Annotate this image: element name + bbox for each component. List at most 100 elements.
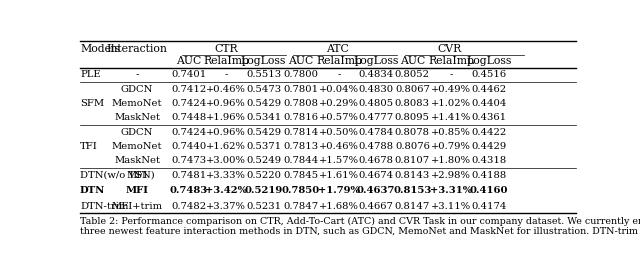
Text: AUC: AUC <box>177 56 202 66</box>
Text: 0.4777: 0.4777 <box>358 113 394 122</box>
Text: MaskNet: MaskNet <box>114 156 160 165</box>
Text: 0.4361: 0.4361 <box>472 113 507 122</box>
Text: +0.57%: +0.57% <box>319 113 359 122</box>
Text: DTN(w/o TSN): DTN(w/o TSN) <box>80 171 155 180</box>
Text: +1.96%: +1.96% <box>206 113 246 122</box>
Text: 0.7816: 0.7816 <box>284 113 318 122</box>
Text: 0.7481: 0.7481 <box>172 171 207 180</box>
Text: 0.7412: 0.7412 <box>172 85 207 94</box>
Text: -: - <box>225 70 228 79</box>
Text: +0.49%: +0.49% <box>431 85 471 94</box>
Text: -: - <box>337 70 340 79</box>
Text: Interaction: Interaction <box>107 43 168 54</box>
Text: 0.4784: 0.4784 <box>358 128 394 137</box>
Text: 0.4667: 0.4667 <box>358 202 394 211</box>
Text: RelaImp: RelaImp <box>204 56 250 66</box>
Text: 0.7401: 0.7401 <box>172 70 207 79</box>
Text: +1.61%: +1.61% <box>319 171 359 180</box>
Text: 0.4805: 0.4805 <box>358 99 394 108</box>
Text: three newest feature interaction methods in DTN, such as GDCN, MemoNet and MaskN: three newest feature interaction methods… <box>80 227 640 236</box>
Text: +1.02%: +1.02% <box>431 99 471 108</box>
Text: 0.7850: 0.7850 <box>282 186 320 195</box>
Text: 0.4516: 0.4516 <box>472 70 507 79</box>
Text: GDCN: GDCN <box>121 85 153 94</box>
Text: +0.29%: +0.29% <box>319 99 359 108</box>
Text: 0.4674: 0.4674 <box>358 171 394 180</box>
Text: +0.96%: +0.96% <box>207 128 246 137</box>
Text: LogLoss: LogLoss <box>353 56 399 66</box>
Text: 0.5429: 0.5429 <box>246 128 281 137</box>
Text: 0.4788: 0.4788 <box>358 142 394 151</box>
Text: +3.42%: +3.42% <box>205 186 248 195</box>
Text: 0.7448: 0.7448 <box>172 113 207 122</box>
Text: 0.4188: 0.4188 <box>472 171 507 180</box>
Text: DTN: DTN <box>80 186 106 195</box>
Text: RelaImp: RelaImp <box>316 56 362 66</box>
Text: 0.4462: 0.4462 <box>472 85 507 94</box>
Text: 0.5371: 0.5371 <box>246 142 281 151</box>
Text: 0.8107: 0.8107 <box>395 156 430 165</box>
Text: 0.7483: 0.7483 <box>170 186 208 195</box>
Text: LogLoss: LogLoss <box>467 56 512 66</box>
Text: 0.4174: 0.4174 <box>472 202 507 211</box>
Text: 0.8078: 0.8078 <box>395 128 430 137</box>
Text: -: - <box>135 70 139 79</box>
Text: 0.7482: 0.7482 <box>172 202 207 211</box>
Text: +0.96%: +0.96% <box>207 99 246 108</box>
Text: 0.7440: 0.7440 <box>172 142 207 151</box>
Text: 0.7813: 0.7813 <box>283 142 318 151</box>
Text: 0.7847: 0.7847 <box>283 202 318 211</box>
Text: MemoNet: MemoNet <box>112 142 163 151</box>
Text: TFI: TFI <box>80 142 98 151</box>
Text: +1.62%: +1.62% <box>206 142 246 151</box>
Text: 0.7844: 0.7844 <box>283 156 318 165</box>
Text: 0.4404: 0.4404 <box>472 99 507 108</box>
Text: 0.4637: 0.4637 <box>357 186 396 195</box>
Text: Table 2: Performance comparison on CTR, Add-To-Cart (ATC) and CVR Task in our co: Table 2: Performance comparison on CTR, … <box>80 216 640 226</box>
Text: MFI: MFI <box>125 186 148 195</box>
Text: +0.46%: +0.46% <box>319 142 359 151</box>
Text: ATC: ATC <box>326 43 349 54</box>
Text: 0.4422: 0.4422 <box>472 128 507 137</box>
Text: 0.7473: 0.7473 <box>172 156 207 165</box>
Text: 0.5473: 0.5473 <box>246 85 281 94</box>
Text: 0.5219: 0.5219 <box>244 186 283 195</box>
Text: 0.5429: 0.5429 <box>246 99 281 108</box>
Text: +0.50%: +0.50% <box>319 128 359 137</box>
Text: 0.8083: 0.8083 <box>395 99 430 108</box>
Text: 0.4678: 0.4678 <box>358 156 394 165</box>
Text: 0.4429: 0.4429 <box>472 142 507 151</box>
Text: 0.8076: 0.8076 <box>395 142 429 151</box>
Text: +1.68%: +1.68% <box>319 202 359 211</box>
Text: 0.8153: 0.8153 <box>393 186 431 195</box>
Text: +3.11%: +3.11% <box>431 202 471 211</box>
Text: +1.80%: +1.80% <box>431 156 471 165</box>
Text: 0.5220: 0.5220 <box>246 171 281 180</box>
Text: DTN-trim: DTN-trim <box>80 202 129 211</box>
Text: +0.46%: +0.46% <box>206 85 246 94</box>
Text: 0.8052: 0.8052 <box>395 70 430 79</box>
Text: MaskNet: MaskNet <box>114 113 160 122</box>
Text: 0.5341: 0.5341 <box>246 113 281 122</box>
Text: 0.5249: 0.5249 <box>246 156 281 165</box>
Text: CTR: CTR <box>214 43 238 54</box>
Text: SFM: SFM <box>80 99 104 108</box>
Text: 0.7800: 0.7800 <box>284 70 318 79</box>
Text: AUC: AUC <box>400 56 425 66</box>
Text: +0.85%: +0.85% <box>431 128 471 137</box>
Text: 0.7424: 0.7424 <box>172 99 207 108</box>
Text: +3.31%: +3.31% <box>430 186 472 195</box>
Text: LogLoss: LogLoss <box>241 56 286 66</box>
Text: GDCN: GDCN <box>121 128 153 137</box>
Text: +3.33%: +3.33% <box>206 171 246 180</box>
Text: MemoNet: MemoNet <box>112 99 163 108</box>
Text: 0.4834: 0.4834 <box>358 70 394 79</box>
Text: 0.8095: 0.8095 <box>395 113 430 122</box>
Text: +3.37%: +3.37% <box>206 202 246 211</box>
Text: AUC: AUC <box>288 56 314 66</box>
Text: 0.7424: 0.7424 <box>172 128 207 137</box>
Text: 0.4160: 0.4160 <box>470 186 508 195</box>
Text: 0.8147: 0.8147 <box>395 202 430 211</box>
Text: 0.7814: 0.7814 <box>283 128 318 137</box>
Text: PLE: PLE <box>80 70 100 79</box>
